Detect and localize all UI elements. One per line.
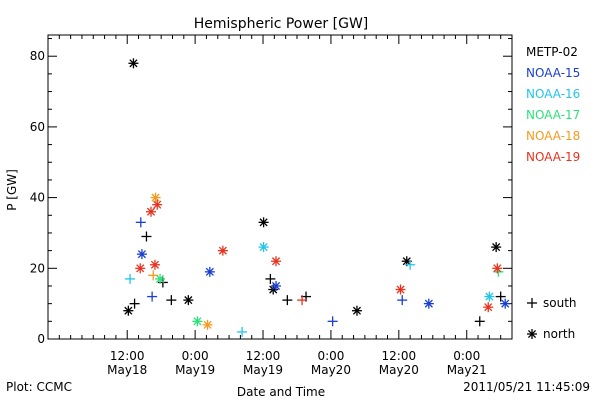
- x-tick-label-date: May20: [311, 363, 351, 377]
- data-point: [474, 316, 485, 327]
- data-point: [351, 305, 362, 316]
- chart-title: Hemispheric Power [GW]: [194, 16, 369, 32]
- data-point: [129, 298, 140, 309]
- data-point: [204, 266, 215, 277]
- data-point: [149, 259, 160, 270]
- data-point: [491, 242, 502, 253]
- data-points: [123, 58, 511, 337]
- data-point: [271, 280, 282, 291]
- data-point: [125, 273, 136, 284]
- x-tick-label-date: May18: [107, 363, 147, 377]
- x-tick-label-time: 12:00: [110, 349, 145, 363]
- data-point: [192, 316, 203, 327]
- data-point: [145, 206, 156, 217]
- legend-entry: NOAA-19: [526, 150, 580, 164]
- data-point: [136, 249, 147, 260]
- x-tick-label-date: May19: [243, 363, 283, 377]
- y-tick-label: 60: [30, 120, 45, 134]
- data-point: [202, 319, 213, 330]
- y-tick-label: 20: [30, 261, 45, 275]
- data-point: [135, 263, 146, 274]
- data-point: [492, 263, 503, 274]
- legend: METP-02 NOAA-15 NOAA-16 NOAA-17 NOAA-18 NOAA-…: [526, 45, 580, 341]
- x-tick-label-date: May19: [175, 363, 215, 377]
- legend-entry: NOAA-18: [526, 129, 580, 143]
- legend-entry: NOAA-17: [526, 108, 580, 122]
- y-tick-label: 40: [30, 191, 45, 205]
- legend-entry: METP-02: [526, 45, 578, 59]
- x-tick-label-time: 0:00: [317, 349, 344, 363]
- data-point: [123, 305, 134, 316]
- x-tick-label-time: 12:00: [246, 349, 281, 363]
- data-point: [147, 291, 158, 302]
- data-point: [397, 295, 408, 306]
- legend-entry: NOAA-15: [526, 66, 580, 80]
- footer-credit: Plot: CCMC: [6, 380, 72, 394]
- data-point: [297, 295, 308, 306]
- legend-entry: NOAA-16: [526, 87, 580, 101]
- data-point: [327, 316, 338, 327]
- data-point: [150, 192, 161, 203]
- data-point: [500, 298, 511, 309]
- plot-frame: [47, 34, 513, 340]
- x-tick-label-time: 12:00: [382, 349, 417, 363]
- x-tick-label-time: 0:00: [182, 349, 209, 363]
- x-tick-label-time: 0:00: [453, 349, 480, 363]
- data-point: [155, 273, 166, 284]
- data-point: [166, 295, 177, 306]
- north-marker-icon: [527, 329, 537, 339]
- data-point: [495, 291, 506, 302]
- legend-marker-label: north: [543, 327, 575, 341]
- y-axis-label: P [GW]: [5, 169, 19, 211]
- y-tick-label: 0: [37, 332, 45, 346]
- legend-marker-label: south: [543, 296, 577, 310]
- data-point: [265, 273, 276, 284]
- x-tick-label-date: May21: [447, 363, 487, 377]
- x-axis-label: Date and Time: [237, 385, 325, 399]
- y-tick-label: 80: [30, 49, 45, 63]
- data-point: [148, 270, 159, 281]
- data-point: [217, 245, 228, 256]
- x-tick-label-date: May20: [379, 363, 419, 377]
- data-point: [152, 199, 163, 210]
- data-point: [128, 58, 139, 69]
- data-point: [258, 242, 269, 253]
- footer-timestamp: 2011/05/21 11:45:09: [463, 380, 590, 394]
- data-point: [483, 302, 494, 313]
- data-point: [141, 231, 152, 242]
- data-point: [237, 326, 248, 337]
- data-point: [258, 217, 269, 228]
- data-point: [183, 295, 194, 306]
- data-point: [282, 295, 293, 306]
- data-point: [135, 217, 146, 228]
- south-marker-icon: [527, 298, 537, 308]
- data-point: [405, 259, 416, 270]
- data-point: [484, 291, 495, 302]
- axes: 02040608012:00May180:00May1912:00May190:…: [30, 35, 512, 377]
- data-point: [271, 256, 282, 267]
- data-point: [395, 284, 406, 295]
- data-point: [423, 298, 434, 309]
